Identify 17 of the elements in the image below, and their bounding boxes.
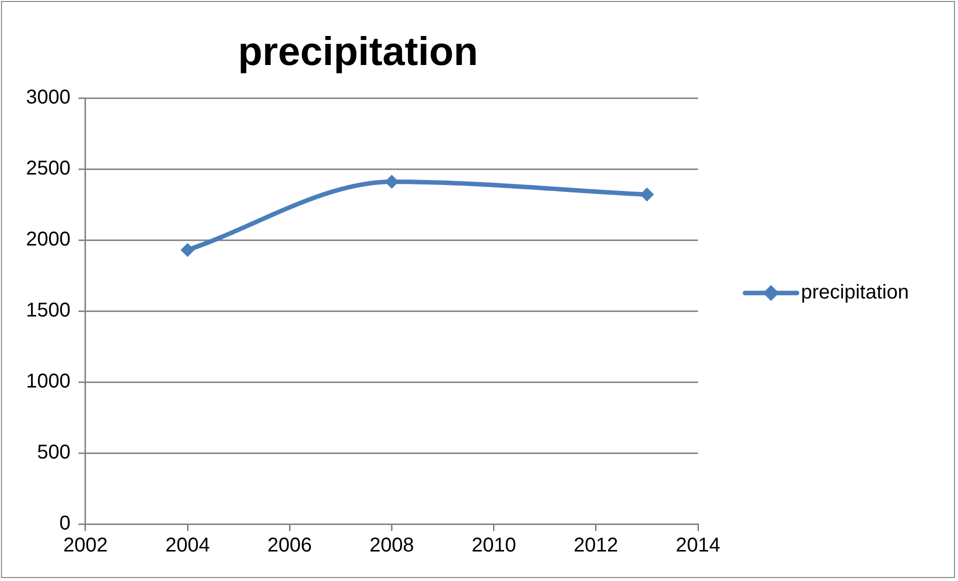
y-tick-label: 1500 bbox=[26, 300, 70, 322]
x-tick-label: 2004 bbox=[165, 534, 210, 557]
y-tick-label: 1000 bbox=[26, 370, 70, 393]
x-tick-label: 2012 bbox=[574, 534, 618, 557]
point bbox=[180, 242, 195, 257]
y-tick-label: 2500 bbox=[26, 158, 70, 180]
x-tick-label: 2014 bbox=[676, 534, 720, 557]
x-tick-label: 2010 bbox=[472, 534, 516, 557]
chart-title: precipitation bbox=[238, 30, 478, 74]
x-tick-label: 2002 bbox=[63, 534, 108, 557]
x-tick-label: 2006 bbox=[267, 534, 312, 557]
x-tick-label: 2008 bbox=[369, 534, 414, 557]
y-tick-label: 3000 bbox=[26, 86, 70, 109]
y-tick-label: 2000 bbox=[26, 228, 70, 251]
y-tick-label: 500 bbox=[37, 442, 70, 464]
y-tick-label: 0 bbox=[59, 512, 70, 535]
legend-label: precipitation bbox=[801, 282, 909, 304]
